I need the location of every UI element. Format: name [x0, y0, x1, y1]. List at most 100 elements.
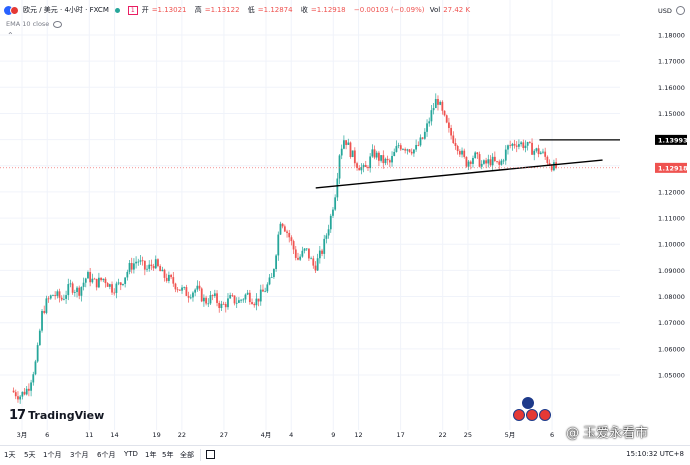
candle[interactable] — [456, 145, 459, 152]
candle[interactable] — [386, 158, 389, 161]
candle[interactable] — [327, 229, 330, 236]
candle[interactable] — [25, 388, 28, 395]
candle[interactable] — [423, 131, 426, 139]
timeframe-button[interactable]: 3个月 — [70, 451, 89, 459]
candle[interactable] — [465, 156, 468, 167]
candle[interactable] — [23, 391, 26, 395]
candle[interactable] — [259, 289, 262, 302]
candle[interactable] — [316, 258, 319, 271]
candle[interactable] — [135, 261, 137, 264]
candle[interactable] — [502, 160, 505, 162]
candle[interactable] — [515, 145, 518, 147]
candle[interactable] — [211, 295, 214, 297]
candle[interactable] — [524, 145, 527, 149]
candle[interactable] — [393, 151, 396, 157]
candle[interactable] — [126, 271, 129, 278]
candle[interactable] — [369, 156, 372, 169]
candle[interactable] — [509, 145, 512, 147]
candle[interactable] — [439, 101, 442, 105]
candle[interactable] — [402, 149, 404, 150]
candle[interactable] — [115, 283, 118, 293]
candle[interactable] — [60, 297, 63, 300]
candle[interactable] — [168, 274, 170, 281]
candle[interactable] — [332, 209, 334, 216]
event-marker-icon[interactable] — [513, 409, 525, 421]
timeframe-button[interactable]: 6个月 — [97, 451, 116, 459]
candle[interactable] — [391, 156, 393, 163]
candle[interactable] — [286, 231, 288, 233]
candle[interactable] — [200, 288, 203, 302]
candle[interactable] — [203, 297, 205, 302]
candle[interactable] — [58, 291, 61, 298]
candle[interactable] — [218, 302, 221, 308]
candle[interactable] — [187, 295, 190, 298]
candle[interactable] — [336, 178, 339, 198]
candle[interactable] — [371, 149, 374, 157]
candle[interactable] — [266, 284, 269, 292]
candle[interactable] — [334, 197, 337, 210]
candle[interactable] — [281, 223, 284, 227]
candle[interactable] — [288, 232, 291, 238]
candle[interactable] — [176, 289, 179, 291]
candle[interactable] — [353, 150, 356, 164]
candle[interactable] — [52, 295, 54, 296]
candle[interactable] — [476, 152, 479, 155]
candle[interactable] — [338, 155, 341, 179]
candle[interactable] — [345, 140, 347, 145]
candle[interactable] — [347, 142, 350, 145]
candle[interactable] — [111, 284, 113, 293]
candle[interactable] — [308, 248, 310, 259]
candle[interactable] — [382, 155, 385, 164]
collapse-legend-icon[interactable]: ⌃ — [7, 31, 14, 40]
candle[interactable] — [178, 289, 181, 291]
candle[interactable] — [533, 150, 536, 155]
candle[interactable] — [434, 98, 437, 109]
candle[interactable] — [275, 255, 277, 269]
candle[interactable] — [310, 258, 312, 260]
candle[interactable] — [224, 304, 227, 308]
candle[interactable] — [458, 151, 461, 155]
candle[interactable] — [507, 145, 509, 150]
candle[interactable] — [159, 266, 162, 272]
candle[interactable] — [349, 142, 352, 158]
candle[interactable] — [454, 143, 457, 146]
candle[interactable] — [410, 151, 413, 154]
candle[interactable] — [493, 156, 496, 162]
candle[interactable] — [32, 374, 35, 383]
candle[interactable] — [196, 285, 199, 290]
candle[interactable] — [248, 292, 251, 303]
candle[interactable] — [137, 261, 140, 263]
candle[interactable] — [364, 164, 367, 167]
candle[interactable] — [205, 297, 207, 304]
candle[interactable] — [71, 283, 74, 293]
candle[interactable] — [489, 159, 492, 166]
candle[interactable] — [117, 282, 120, 284]
candle[interactable] — [546, 156, 549, 163]
candle[interactable] — [262, 289, 264, 292]
candle[interactable] — [143, 260, 146, 270]
candle[interactable] — [362, 164, 365, 168]
candle[interactable] — [82, 282, 85, 287]
candle[interactable] — [198, 285, 201, 289]
candle[interactable] — [161, 269, 164, 272]
candle[interactable] — [194, 289, 197, 293]
candle[interactable] — [467, 161, 470, 167]
candle[interactable] — [229, 295, 232, 299]
candle[interactable] — [163, 269, 166, 278]
candle[interactable] — [483, 160, 485, 164]
candle[interactable] — [21, 391, 24, 397]
candle[interactable] — [539, 152, 542, 155]
candle[interactable] — [54, 295, 57, 296]
candle[interactable] — [384, 158, 387, 164]
candle[interactable] — [474, 152, 477, 158]
candle[interactable] — [323, 238, 326, 254]
candle[interactable] — [461, 150, 463, 155]
candle[interactable] — [408, 149, 411, 152]
candle[interactable] — [388, 160, 391, 163]
candle[interactable] — [56, 291, 59, 296]
candle[interactable] — [139, 260, 142, 262]
candle[interactable] — [27, 388, 30, 391]
candle[interactable] — [415, 145, 418, 150]
candle[interactable] — [445, 115, 448, 123]
candle[interactable] — [544, 151, 547, 157]
